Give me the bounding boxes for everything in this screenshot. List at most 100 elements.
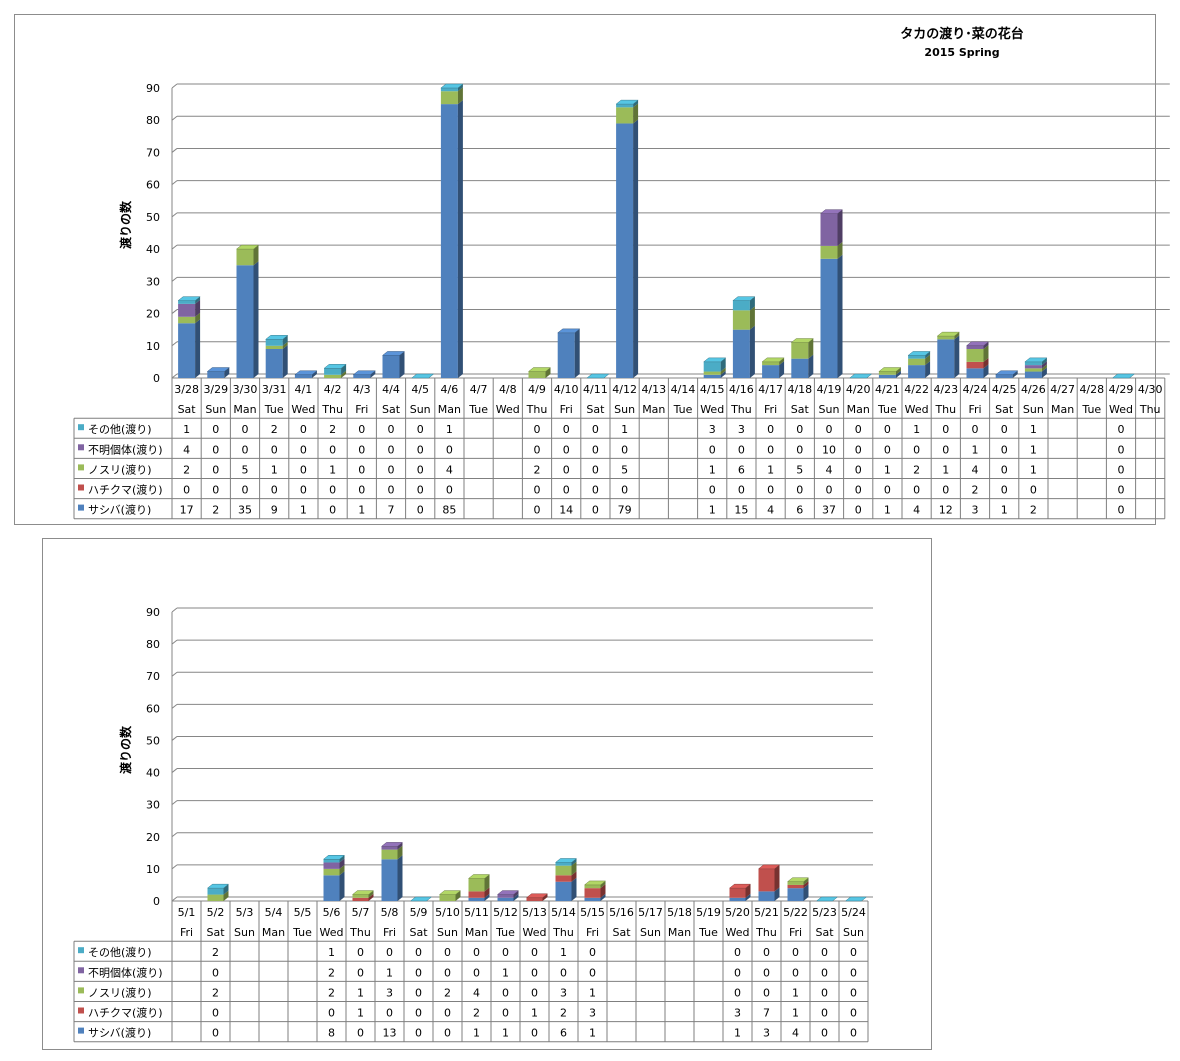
bar-front bbox=[178, 303, 196, 317]
bar-front bbox=[236, 249, 254, 266]
data-value: 1 bbox=[792, 986, 799, 999]
y-tick-label: 80 bbox=[146, 114, 160, 127]
x-tick-label: 5/12 bbox=[493, 906, 518, 919]
bar-segment bbox=[762, 357, 785, 366]
bar-front bbox=[468, 891, 485, 898]
bar-top bbox=[994, 370, 1019, 376]
bar-front bbox=[439, 894, 456, 901]
gridline-side bbox=[171, 607, 178, 613]
weekday-label: Sat bbox=[382, 403, 401, 416]
bar-segment bbox=[966, 357, 989, 369]
bar-front bbox=[1024, 371, 1042, 378]
bar-top bbox=[907, 351, 931, 356]
x-tick-label: 4/26 bbox=[1021, 383, 1046, 396]
bar-side bbox=[484, 887, 490, 898]
data-value: 0 bbox=[821, 946, 828, 959]
x-tick-label: 4/19 bbox=[817, 383, 842, 396]
bar-front bbox=[703, 361, 721, 372]
bar-segment bbox=[207, 367, 230, 378]
weekday-label: Thu bbox=[1139, 403, 1161, 416]
bar-side bbox=[311, 370, 317, 378]
bar-top bbox=[177, 296, 201, 301]
bar-segment bbox=[758, 887, 780, 901]
bar-side bbox=[720, 357, 726, 372]
bar-segment bbox=[178, 296, 201, 304]
data-value: 1 bbox=[183, 423, 190, 436]
bar-side bbox=[457, 100, 463, 378]
x-tick-label: 4/30 bbox=[1138, 383, 1163, 396]
bar-front bbox=[440, 104, 458, 378]
bar-front bbox=[178, 316, 196, 324]
data-value: 0 bbox=[850, 1027, 857, 1040]
bar-top bbox=[815, 896, 839, 902]
y-tick-label: 10 bbox=[146, 340, 160, 353]
data-value: 0 bbox=[415, 1007, 422, 1020]
data-value: 0 bbox=[850, 946, 857, 959]
bar-top bbox=[467, 874, 491, 879]
bar-top bbox=[323, 364, 347, 369]
data-value: 1 bbox=[502, 1027, 509, 1040]
bar-front bbox=[555, 865, 572, 876]
bar-segment bbox=[616, 100, 639, 108]
bar-segment bbox=[732, 325, 755, 378]
weekday-label: Sun bbox=[640, 926, 661, 939]
bar-side bbox=[574, 328, 580, 378]
bar-top bbox=[586, 373, 610, 379]
x-tick-label: 5/9 bbox=[410, 906, 428, 919]
bar-front bbox=[1024, 365, 1042, 369]
data-value: 0 bbox=[560, 966, 567, 979]
x-tick-label: 5/2 bbox=[207, 906, 225, 919]
bar-side bbox=[837, 241, 843, 259]
data-value: 1 bbox=[942, 463, 949, 476]
weekday-label: Sat bbox=[791, 403, 810, 416]
data-value: 0 bbox=[1118, 504, 1125, 517]
bar-segment bbox=[966, 364, 989, 378]
data-value: 0 bbox=[792, 946, 799, 959]
bar-top bbox=[702, 357, 727, 363]
data-value: 0 bbox=[942, 484, 949, 497]
bar-side bbox=[1041, 357, 1047, 366]
bar-top bbox=[322, 855, 346, 860]
bar-side bbox=[282, 335, 288, 346]
data-value: 0 bbox=[473, 966, 480, 979]
bar-front bbox=[703, 371, 721, 375]
data-value: 0 bbox=[415, 946, 422, 959]
bar-side bbox=[397, 842, 403, 850]
weekday-label: Man bbox=[668, 926, 691, 939]
bar-segment bbox=[1024, 361, 1047, 369]
weekday-label: Fri bbox=[764, 403, 777, 416]
legend-label: サシバ(渡り) bbox=[88, 1026, 151, 1040]
weekday-label: Thu bbox=[730, 403, 752, 416]
data-value: 4 bbox=[972, 463, 979, 476]
data-value: 0 bbox=[300, 463, 307, 476]
bar-segment bbox=[732, 306, 755, 330]
data-value: 3 bbox=[560, 986, 567, 999]
x-tick-label: 4/15 bbox=[700, 383, 725, 396]
legend-label: ノスリ(渡り) bbox=[88, 985, 152, 999]
bar-front bbox=[732, 329, 750, 378]
bar-top bbox=[294, 370, 318, 376]
bar-side bbox=[803, 884, 809, 901]
x-tick-label: 4/21 bbox=[875, 383, 900, 396]
data-value: 0 bbox=[884, 423, 891, 436]
data-value: 2 bbox=[212, 946, 219, 959]
data-value: 0 bbox=[473, 946, 480, 959]
bar-segment bbox=[381, 845, 403, 860]
bar-segment bbox=[729, 884, 751, 898]
bar-top bbox=[410, 373, 435, 379]
data-value: 3 bbox=[738, 423, 745, 436]
weekday-label: Man bbox=[1051, 403, 1074, 416]
data-value: 0 bbox=[738, 484, 745, 497]
bar-side bbox=[339, 864, 345, 876]
data-value: 1 bbox=[972, 443, 979, 456]
bar-segment bbox=[352, 890, 374, 898]
bar-side bbox=[368, 893, 374, 901]
data-value: 0 bbox=[534, 443, 541, 456]
bar-side bbox=[983, 345, 989, 362]
bar-front bbox=[352, 894, 369, 898]
data-value: 6 bbox=[738, 463, 745, 476]
bar-segment bbox=[265, 335, 288, 346]
weekday-label: Sun bbox=[205, 403, 226, 416]
bar-front bbox=[966, 368, 984, 378]
data-value: 12 bbox=[939, 504, 953, 517]
